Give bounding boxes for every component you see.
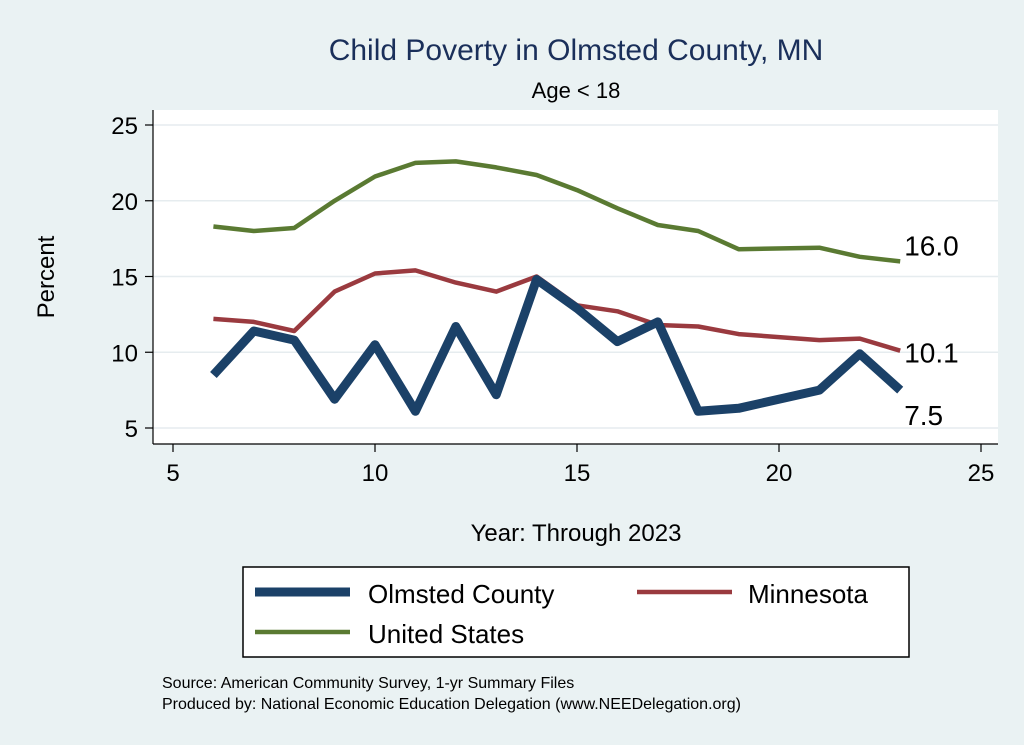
x-tick-label: 25 xyxy=(968,460,995,487)
chart-subtitle: Age < 18 xyxy=(532,78,621,103)
produced-by-note: Produced by: National Economic Education… xyxy=(162,696,741,713)
legend-label-minnesota: Minnesota xyxy=(748,579,868,609)
legend-box xyxy=(242,566,910,658)
x-axis-title: Year: Through 2023 xyxy=(471,520,682,547)
gridlines xyxy=(153,124,998,429)
legend-label-united-states: United States xyxy=(368,619,524,649)
x-tick-label: 15 xyxy=(564,460,591,487)
series-line-united-states xyxy=(213,159,901,264)
end-label-minnesota: 10.1 xyxy=(904,338,959,369)
chart-title: Child Poverty in Olmsted County, MN xyxy=(329,34,824,67)
legend-label-olmsted-county: Olmsted County xyxy=(368,579,554,609)
y-tick-label: 15 xyxy=(111,265,138,292)
x-tick-label: 10 xyxy=(362,460,389,487)
end-labels: 7.5 10.1 16.0 xyxy=(904,230,959,431)
y-axis-title: Percent xyxy=(33,235,60,318)
legend: Olmsted County Minnesota United States xyxy=(242,566,910,658)
source-note: Source: American Community Survey, 1-yr … xyxy=(162,675,574,692)
end-label-olmsted-county: 7.5 xyxy=(904,400,943,431)
series-line-olmsted-county xyxy=(210,275,904,416)
series-lines xyxy=(210,159,904,416)
axes: 5 10 15 20 25 5 10 15 20 25 xyxy=(111,110,998,487)
end-label-united-states: 16.0 xyxy=(904,230,959,261)
y-tick-label: 25 xyxy=(111,113,138,140)
y-tick-label: 10 xyxy=(111,340,138,367)
x-tick-label: 20 xyxy=(766,460,793,487)
y-tick-label: 5 xyxy=(125,416,138,443)
x-tick-label: 5 xyxy=(166,460,179,487)
y-tick-label: 20 xyxy=(111,189,138,216)
